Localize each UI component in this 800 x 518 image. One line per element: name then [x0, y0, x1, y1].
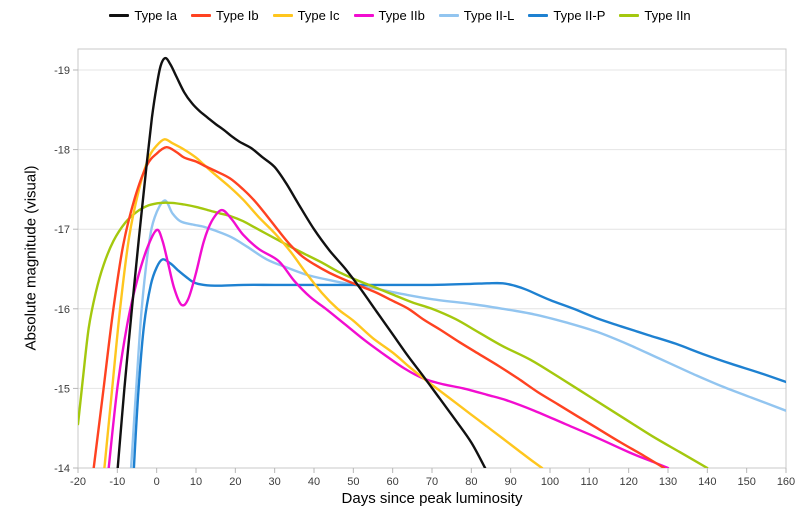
legend-label-type-iib: Type IIb — [378, 7, 425, 23]
x-tick-label: -20 — [70, 476, 86, 488]
x-tick-label: 80 — [465, 476, 477, 488]
legend-swatch-type-ii-p — [528, 13, 549, 17]
x-tick-label: 140 — [698, 476, 716, 488]
legend-item-type-ib: Type Ib — [190, 7, 259, 23]
legend-swatch-type-ii-l — [438, 13, 459, 17]
x-tick-label: 110 — [581, 476, 599, 488]
legend-swatch-type-iin — [619, 13, 640, 17]
x-tick-label: 10 — [190, 476, 202, 488]
legend-item-type-iin: Type IIn — [619, 7, 691, 23]
legend-label-type-ic: Type Ic — [297, 7, 340, 23]
legend-label-type-ii-p: Type II-P — [553, 7, 606, 23]
x-tick-label: 100 — [541, 476, 559, 488]
curve-type-ia — [116, 56, 487, 468]
x-tick-label: 150 — [737, 476, 755, 488]
x-tick-label: 30 — [269, 476, 281, 488]
curve-type-ii-l — [129, 199, 786, 468]
legend-swatch-type-ib — [190, 13, 211, 17]
legend-swatch-type-ic — [272, 13, 293, 17]
series-group — [78, 56, 786, 468]
plot-border — [77, 48, 787, 469]
legend-item-type-ii-p: Type II-P — [528, 9, 605, 22]
y-tick-label: -17 — [54, 224, 70, 236]
legend-swatch-type-iib — [353, 13, 374, 17]
x-tick-label: 50 — [347, 476, 359, 488]
legend-swatch-type-ia — [109, 13, 130, 17]
y-tick-label: -14 — [54, 463, 70, 475]
x-axis-title: Days since peak luminosity — [341, 490, 523, 507]
curve-type-iib — [107, 208, 670, 468]
legend-item-type-ic: Type Ic — [272, 7, 340, 23]
y-tick-label: -18 — [54, 145, 70, 157]
legend: Type Ia Type Ib Type Ic Type IIb Type II-L Ty… — [0, 6, 800, 24]
x-tick-label: 20 — [229, 476, 241, 488]
y-tick-label: -15 — [54, 383, 70, 395]
legend-item-type-ia: Type Ia — [109, 9, 177, 22]
legend-label-type-ii-l: Type II-L — [463, 7, 515, 23]
legend-item-type-iib: Type IIb — [353, 7, 425, 23]
x-tick-label: -10 — [109, 476, 125, 488]
curve-type-ib — [92, 146, 666, 468]
y-axis-title: Absolute magnitude (visual) — [22, 165, 40, 351]
legend-label-type-iin: Type IIn — [644, 7, 691, 23]
x-tick-label: 120 — [619, 476, 637, 488]
legend-label-type-ib: Type Ib — [215, 7, 259, 23]
x-tick-label: 70 — [426, 476, 438, 488]
legend-label-type-ia: Type Ia — [134, 7, 177, 23]
legend-item-type-ii-l: Type II-L — [438, 7, 515, 23]
x-tick-label: 90 — [505, 476, 517, 488]
x-tick-label: 0 — [154, 476, 160, 488]
y-tick-label: -19 — [54, 65, 70, 77]
x-tick-label: 130 — [659, 476, 677, 488]
x-tick-label: 160 — [777, 476, 795, 488]
x-tick-label: 60 — [387, 476, 399, 488]
curve-type-ii-p — [132, 258, 786, 468]
curve-type-ic — [103, 138, 544, 468]
y-tick-label: -16 — [54, 304, 70, 316]
x-tick-label: 40 — [308, 476, 320, 488]
